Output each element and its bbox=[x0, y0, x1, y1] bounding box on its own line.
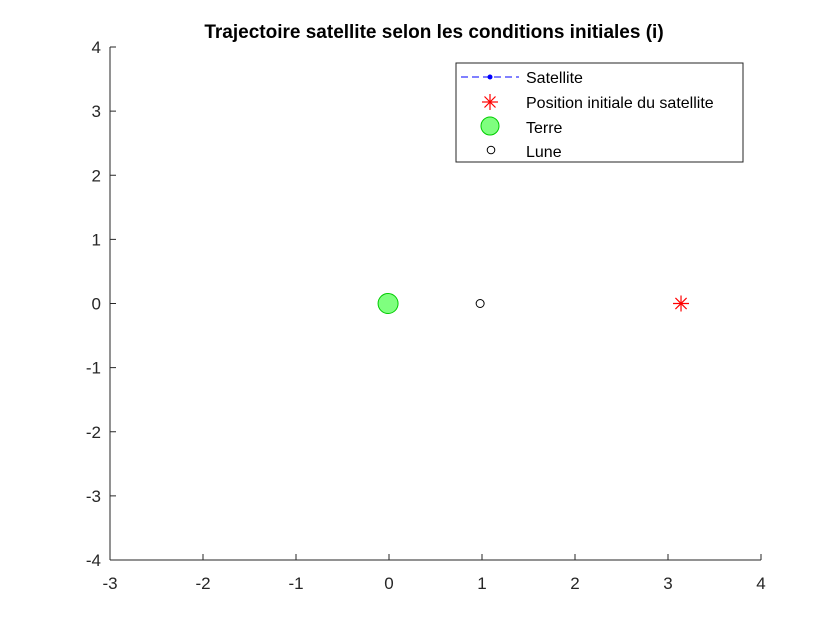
y-tick-label: -2 bbox=[86, 423, 101, 442]
y-tick-label: 3 bbox=[92, 102, 101, 121]
x-tick-label: -1 bbox=[288, 574, 303, 593]
legend-label-satellite: Satellite bbox=[526, 70, 583, 87]
terre-point bbox=[377, 293, 399, 314]
legend-lune-marker bbox=[486, 145, 496, 155]
x-tick-label: 4 bbox=[756, 574, 765, 593]
asterisk-stroke bbox=[674, 297, 688, 310]
legend-label-lune: Lune bbox=[526, 144, 562, 161]
y-tick-label: 1 bbox=[92, 230, 101, 249]
plot-marks bbox=[377, 293, 690, 314]
chart-title: Trajectoire satellite selon les conditio… bbox=[204, 22, 663, 43]
legend-asterisk-marker bbox=[482, 94, 498, 110]
legend-entry-position-initiale: Position initiale du satellite bbox=[482, 94, 714, 112]
y-tick-label: -1 bbox=[86, 359, 101, 378]
x-tick-label: -3 bbox=[102, 574, 117, 593]
y-tick-label: 0 bbox=[92, 295, 101, 314]
legend-label-terre: Terre bbox=[526, 120, 563, 137]
y-tick-label: -4 bbox=[86, 551, 101, 570]
lune-point bbox=[475, 299, 485, 308]
y-tick-label: -3 bbox=[86, 487, 101, 506]
x-tick-label: 0 bbox=[384, 574, 393, 593]
x-tick-label: 2 bbox=[570, 574, 579, 593]
y-tick-label: 4 bbox=[92, 38, 101, 57]
legend-entry-satellite: Satellite bbox=[461, 70, 583, 87]
legend-label-position-initiale: Position initiale du satellite bbox=[526, 95, 714, 112]
x-tick-label: 1 bbox=[477, 574, 486, 593]
legend-entry-lune: Lune bbox=[486, 144, 562, 161]
position-initiale-point bbox=[673, 295, 690, 312]
y-tick-label: 2 bbox=[92, 166, 101, 185]
x-tick-label: 3 bbox=[663, 574, 672, 593]
x-tick-label: -2 bbox=[195, 574, 210, 593]
legend-satellite-marker bbox=[487, 74, 493, 80]
legend-entry-terre: Terre bbox=[480, 116, 563, 137]
legend-box bbox=[455, 62, 744, 163]
legend-terre-marker bbox=[480, 116, 500, 136]
legend: Satellite Position initiale du satellite… bbox=[455, 62, 744, 163]
